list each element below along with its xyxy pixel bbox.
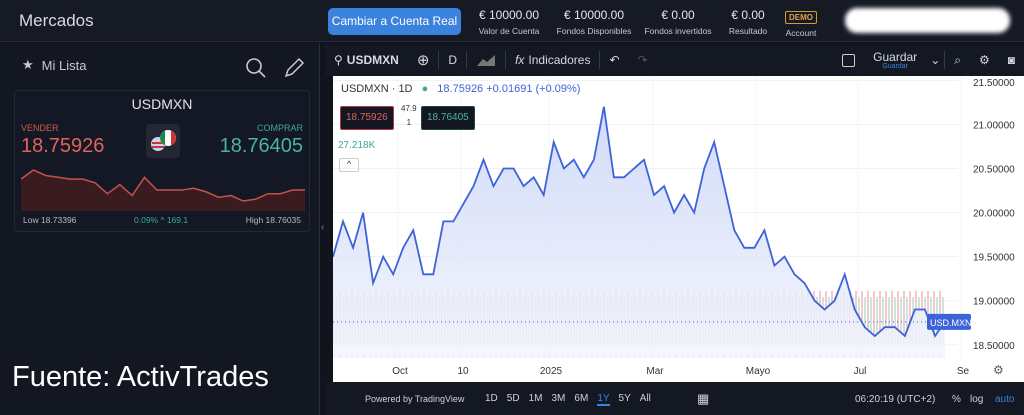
bottom-bar: Powered by TradingView 1D 5D 1M 3M 6M 1Y 5Y All… — [325, 382, 1024, 415]
spread: 47.9 1 — [401, 104, 417, 127]
stat-account-value: € 10000.00 Valor de Cuenta — [478, 8, 540, 36]
low-value: Low 18.73396 — [23, 215, 77, 225]
symbol-search[interactable]: ⚲ USDMXN — [334, 53, 399, 67]
sell-label: VENDER — [21, 123, 59, 133]
quick-search-icon[interactable]: ⌕ — [954, 52, 961, 67]
y-tick-label: 21.50000 — [973, 78, 1015, 89]
last-price-tag — [927, 313, 971, 330]
y-tick-label: 19.00000 — [973, 297, 1015, 308]
range-5y[interactable]: 5Y — [618, 393, 631, 404]
collapse-legend-button[interactable]: ^ — [339, 158, 359, 172]
range-1y[interactable]: 1Y — [597, 393, 610, 406]
range-1m[interactable]: 1M — [528, 393, 543, 404]
search-icon: ⚲ — [334, 53, 343, 67]
legend-change: +0.01691 (+0.09%) — [486, 83, 581, 95]
source-caption: Fuente: ActivTrades — [12, 361, 269, 393]
auto-toggle[interactable]: auto — [995, 394, 1015, 405]
range-5d[interactable]: 5D — [506, 393, 520, 404]
undo-icon[interactable]: ↶ — [609, 53, 620, 67]
sell-price-button[interactable]: 18.75926 — [340, 106, 394, 130]
powered-by-link[interactable]: Powered by TradingView — [365, 394, 465, 404]
x-tick-label: Se — [957, 366, 970, 377]
sparkline-chart — [21, 169, 305, 211]
chart-legend: USDMXN · 1D ● 18.75926 +0.01691 (+0.09%) — [341, 83, 580, 95]
y-tick-label: 21.00000 — [973, 120, 1015, 131]
buy-price-button[interactable]: 18.76405 — [421, 106, 475, 130]
market-status-dot-icon: ● — [421, 83, 429, 95]
buy-price[interactable]: 18.76405 — [219, 135, 303, 157]
save-button[interactable]: Guardar Guardar — [873, 49, 918, 70]
fx-icon: fx — [515, 53, 525, 67]
volume-value: 27.218K — [338, 140, 376, 151]
chart-toolbar: ⚲ USDMXN ⊕ D fx Indicadores ↶ ↷ Guardar Gua… — [325, 44, 1024, 76]
sparkline-line — [21, 169, 305, 202]
percent-toggle[interactable]: % — [952, 394, 961, 405]
top-bar: Mercados Cambiar a Cuenta Real € 10000.0… — [0, 0, 1024, 42]
page-title: Mercados — [19, 11, 94, 30]
x-tick-label: Jul — [854, 366, 867, 377]
x-tick-label: Mar — [646, 366, 664, 377]
x-tick-label: 2025 — [540, 366, 563, 377]
redo-icon[interactable]: ↷ — [637, 53, 648, 67]
date-range-calendar-icon[interactable]: ▦ — [697, 391, 710, 406]
indicators-button[interactable]: fx Indicadores — [515, 53, 591, 67]
chart-svg[interactable]: 21.50000 21.00000 20.50000 20.00000 19.50000… — [332, 76, 1024, 382]
us-mx-flag-icon — [146, 124, 180, 158]
range-1d[interactable]: 1D — [485, 393, 498, 404]
stat-result: € 0.00 Resultado — [728, 8, 768, 36]
clock-time[interactable]: 06:20:19 (UTC+2) — [855, 394, 936, 405]
legend-title: USDMXN · 1D — [341, 83, 413, 95]
range-all[interactable]: All — [639, 393, 651, 404]
y-tick-label: 19.50000 — [973, 253, 1015, 264]
star-icon: ★ — [22, 57, 34, 72]
demo-badge: DEMO — [785, 11, 817, 24]
last-price-label: USD.MXN — [930, 318, 972, 328]
camera-icon[interactable]: ◙ — [1007, 53, 1015, 67]
chart-type-area-icon[interactable] — [476, 53, 496, 67]
watchlist-card-usdmxn[interactable]: USDMXN VENDER 18.75926 COMPRAR 18.76405 … — [14, 90, 310, 232]
compare-plus-icon[interactable]: ⊕ — [416, 52, 430, 69]
search-icon[interactable] — [245, 57, 267, 79]
range-3m[interactable]: 3M — [551, 393, 566, 404]
gear-icon[interactable]: ⚙ — [978, 53, 990, 67]
stat-available-funds: € 10000.00 Fondos Disponibles — [556, 8, 632, 36]
watchlist-panel: ★ Mi Lista USDMXN VENDER 18.75926 COMPRAR… — [0, 43, 320, 415]
buy-label: COMPRAR — [256, 123, 303, 133]
y-tick-label: 20.00000 — [973, 209, 1015, 220]
high-value: High 18.76035 — [245, 215, 301, 225]
x-tick-label: Oct — [392, 366, 408, 377]
sell-price[interactable]: 18.75926 — [21, 135, 105, 157]
my-list-header[interactable]: ★ Mi Lista — [22, 57, 87, 73]
account-type[interactable]: DEMO Account — [785, 11, 817, 38]
layout-checkbox[interactable] — [842, 53, 856, 67]
x-tick-label: 10 — [457, 366, 469, 377]
y-tick-label: 20.50000 — [973, 165, 1015, 176]
interval-button[interactable]: D — [448, 53, 458, 67]
legend-price: 18.75926 — [437, 83, 484, 95]
price-line — [332, 106, 946, 338]
switch-real-account-button[interactable]: Cambiar a Cuenta Real — [328, 8, 461, 35]
user-info-redacted[interactable] — [845, 8, 1010, 33]
chevron-down-icon[interactable]: ⌄ — [930, 53, 941, 67]
log-toggle[interactable]: log — [970, 394, 984, 405]
price-chart[interactable]: 21.50000 21.00000 20.50000 20.00000 19.50000… — [332, 76, 1024, 382]
card-symbol: USDMXN — [131, 96, 193, 112]
x-tick-label: Mayo — [746, 366, 771, 377]
price-area — [333, 106, 945, 358]
range-6m[interactable]: 6M — [574, 393, 589, 404]
stat-invested-funds: € 0.00 Fondos invertidos — [644, 8, 712, 36]
collapse-panel-icon[interactable]: ‹ — [321, 222, 325, 233]
pencil-icon[interactable] — [283, 57, 305, 79]
axis-settings-icon[interactable]: ⚙ — [993, 363, 1004, 377]
y-tick-label: 18.50000 — [973, 341, 1015, 352]
change-value: 0.09% ^ 169.1 — [134, 215, 189, 225]
